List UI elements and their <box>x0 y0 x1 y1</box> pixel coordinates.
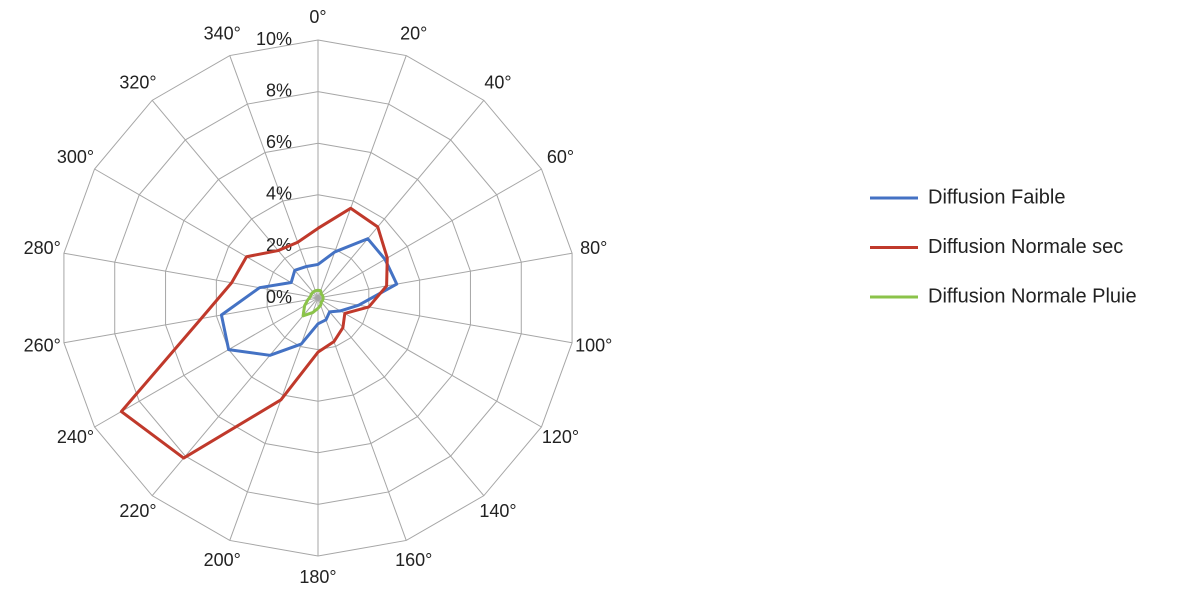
spoke <box>317 55 407 299</box>
category-label: 340° <box>204 24 241 44</box>
spoke <box>94 297 319 428</box>
y-tick-label: 4% <box>266 184 292 204</box>
category-label: 320° <box>119 72 156 92</box>
spoke <box>63 252 319 299</box>
category-label: 80° <box>580 238 607 258</box>
category-label: 120° <box>542 427 579 447</box>
y-tick-label: 8% <box>266 80 292 100</box>
category-label: 160° <box>395 550 432 570</box>
spoke <box>317 100 485 299</box>
spoke <box>229 297 319 541</box>
category-label: 140° <box>479 501 516 521</box>
spoke <box>317 252 573 299</box>
legend-label: Diffusion Normale Pluie <box>928 285 1137 307</box>
spoke <box>317 168 542 299</box>
category-label: 260° <box>24 335 61 355</box>
category-label: 220° <box>119 501 156 521</box>
legend-label: Diffusion Normale sec <box>928 236 1123 258</box>
category-label: 60° <box>547 147 574 167</box>
category-label: 20° <box>400 24 427 44</box>
spoke <box>94 168 319 299</box>
category-label: 180° <box>299 567 336 587</box>
spoke <box>317 297 542 428</box>
category-label: 40° <box>484 72 511 92</box>
spoke <box>63 297 319 344</box>
series-line <box>301 288 325 318</box>
legend-label: Diffusion Faible <box>928 186 1065 208</box>
category-label: 300° <box>57 147 94 167</box>
series-line <box>119 206 389 460</box>
legend: Diffusion Faible Diffusion Normale sec Dif… <box>870 186 1137 307</box>
y-tick-label: 0% <box>266 287 292 307</box>
category-label: 200° <box>204 550 241 570</box>
y-tick-label: 6% <box>266 132 292 152</box>
y-tick-label: 10% <box>256 29 292 49</box>
spoke <box>317 297 485 496</box>
spoke <box>229 55 319 299</box>
category-label: 0° <box>309 7 326 27</box>
category-label: 100° <box>575 335 612 355</box>
spoke <box>151 297 319 496</box>
series-line <box>219 237 399 357</box>
spoke <box>151 100 319 299</box>
category-label: 240° <box>57 427 94 447</box>
category-label: 280° <box>24 238 61 258</box>
spoke <box>317 297 407 541</box>
